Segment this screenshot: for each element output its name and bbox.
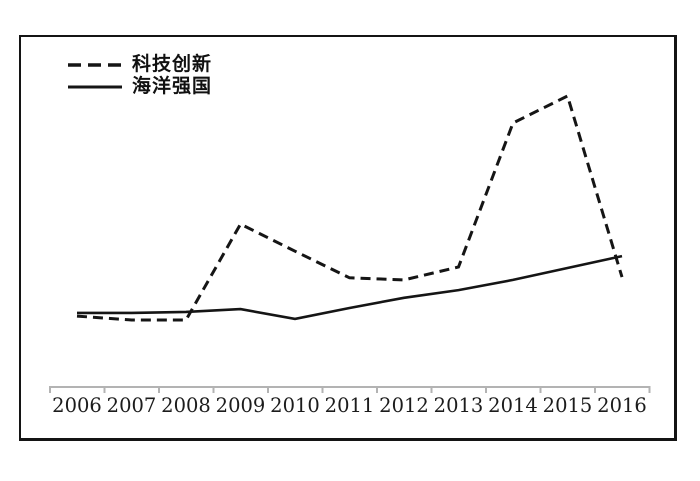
x-tick-label: 2014 — [488, 394, 538, 417]
legend-label-tech-innovation: 科技创新 — [132, 53, 213, 75]
x-tick-label: 2015 — [543, 394, 593, 417]
x-tick-label: 2011 — [325, 394, 375, 417]
chart-figure: 科技创新 海洋强国 — [19, 35, 677, 441]
chart-legend: 科技创新 海洋强国 — [67, 54, 212, 97]
x-tick-label: 2009 — [216, 394, 266, 417]
dashed-line-sample-icon — [68, 62, 122, 67]
x-tick-label: 2007 — [107, 394, 157, 417]
legend-item-maritime-power: 海洋强国 — [67, 76, 212, 97]
series-line-dashed — [76, 93, 624, 322]
legend-label-maritime-power: 海洋强国 — [132, 75, 213, 97]
x-tick-label: 2013 — [434, 394, 484, 417]
x-tick-label: 2010 — [270, 394, 320, 417]
x-tick-label: 2008 — [161, 394, 211, 417]
x-tick-label: 2006 — [52, 394, 102, 417]
x-tick-label: 2012 — [379, 394, 429, 417]
legend-item-tech-innovation: 科技创新 — [67, 54, 212, 75]
solid-line-sample-icon — [68, 85, 122, 88]
x-tick-label: 2016 — [597, 394, 647, 417]
series-line-solid — [77, 254, 623, 321]
